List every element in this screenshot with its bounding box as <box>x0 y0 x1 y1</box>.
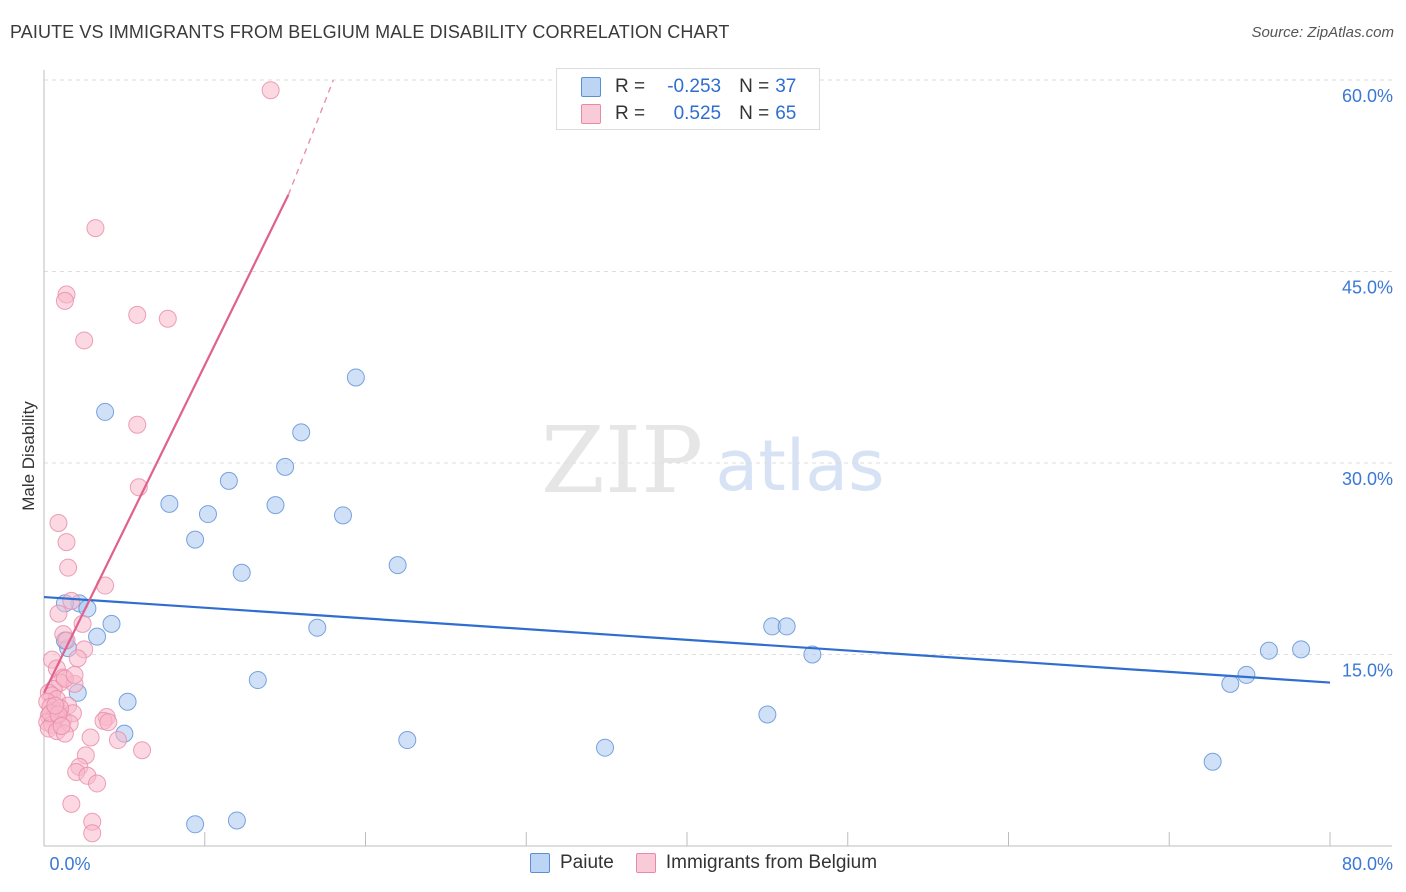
paiute-point <box>346 368 365 387</box>
belgium-point <box>158 309 177 328</box>
source-credit: Source: ZipAtlas.com <box>1251 24 1394 41</box>
paiute-point <box>198 505 217 524</box>
legend-label-paiute: Paiute <box>560 852 614 873</box>
paiute-point <box>88 627 107 646</box>
paiute-point <box>276 457 295 476</box>
paiute-point <box>1203 752 1222 771</box>
paiute-point <box>186 815 205 834</box>
belgium-point <box>261 81 280 100</box>
y-tick-label: 15.0% <box>1342 661 1393 681</box>
r-value-paiute: -0.253 <box>667 76 722 97</box>
n-label: N = <box>739 103 770 124</box>
x-tick-label: 0.0% <box>49 854 90 874</box>
belgium-point <box>57 533 76 552</box>
paiute-point <box>266 496 285 515</box>
paiute-point <box>102 614 121 633</box>
belgium-point <box>99 713 118 732</box>
paiute-point <box>96 402 115 421</box>
legend-item-belgium: Immigrants from Belgium <box>635 852 878 874</box>
paiute-point <box>596 738 615 757</box>
belgium-point <box>86 219 105 238</box>
correlation-legend: R = -0.253 N = 37 R = 0.525 N = 65 <box>556 68 820 130</box>
legend-row-belgium: R = 0.525 N = 65 <box>581 102 796 126</box>
paiute-point <box>1237 665 1256 684</box>
belgium-point <box>46 696 65 715</box>
series-legend: Paiute Immigrants from Belgium <box>530 852 899 874</box>
paiute-point <box>219 471 238 490</box>
belgium-point <box>83 824 102 843</box>
x-tick-label: 80.0% <box>1342 854 1393 874</box>
belgium-point <box>75 331 94 350</box>
belgium-trend-extension <box>287 79 335 196</box>
paiute-point <box>248 671 267 690</box>
paiute-point <box>292 423 311 442</box>
y-tick-label: 45.0% <box>1342 278 1393 298</box>
n-value-paiute: 37 <box>775 76 797 97</box>
r-value-belgium: 0.525 <box>673 103 722 124</box>
watermark-zip: ZIP <box>541 407 703 514</box>
trend-lines <box>43 79 1331 694</box>
paiute-point <box>1221 674 1240 693</box>
belgium-point <box>49 604 68 623</box>
belgium-swatch <box>635 853 656 873</box>
n-value-belgium: 65 <box>775 103 797 124</box>
paiute-point <box>1292 640 1311 659</box>
belgium-point <box>55 291 74 310</box>
belgium-trend-line <box>43 194 290 694</box>
belgium-point <box>62 591 81 610</box>
belgium-point <box>128 305 147 324</box>
belgium-point <box>68 649 87 668</box>
paiute-swatch <box>530 853 550 873</box>
watermark: ZIP atlas <box>541 407 885 514</box>
paiute-point <box>160 494 179 513</box>
axis-ticks: 15.0% 30.0% 45.0% 60.0% 0.0% 80.0% <box>49 86 1393 874</box>
belgium-point <box>133 741 152 760</box>
y-axis-label: Male Disability <box>19 401 38 511</box>
y-tick-label: 30.0% <box>1342 469 1393 489</box>
belgium-swatch <box>581 104 601 124</box>
belgium-point <box>65 665 84 684</box>
paiute-point <box>758 705 777 724</box>
legend-row-paiute: R = -0.253 N = 37 <box>581 75 796 99</box>
paiute-point <box>803 645 822 664</box>
belgium-point <box>62 794 81 813</box>
belgium-point <box>49 514 68 533</box>
n-label: N = <box>739 76 770 97</box>
belgium-point <box>52 716 71 735</box>
data-points <box>38 81 1311 843</box>
paiute-swatch <box>581 77 601 97</box>
r-label: R = <box>615 103 646 124</box>
legend-label-belgium: Immigrants from Belgium <box>665 852 878 873</box>
watermark-atlas: atlas <box>715 425 884 507</box>
paiute-point <box>398 731 417 750</box>
paiute-point <box>232 563 251 582</box>
belgium-point <box>108 731 127 750</box>
paiute-point <box>333 506 352 525</box>
belgium-point <box>81 728 100 747</box>
paiute-point <box>118 692 137 711</box>
paiute-point <box>186 530 205 549</box>
paiute-trend-line <box>43 595 1331 684</box>
belgium-point <box>59 558 78 577</box>
y-tick-label: 60.0% <box>1342 86 1393 106</box>
gridlines <box>44 79 1392 655</box>
chart-title: PAIUTE VS IMMIGRANTS FROM BELGIUM MALE D… <box>10 22 730 42</box>
r-label: R = <box>615 76 646 97</box>
legend-item-paiute: Paiute <box>530 852 614 874</box>
paiute-point <box>388 556 407 575</box>
paiute-point <box>1259 641 1278 660</box>
paiute-point <box>227 811 246 830</box>
paiute-point <box>308 618 327 637</box>
belgium-point <box>88 774 107 793</box>
belgium-point <box>128 415 147 434</box>
paiute-point <box>777 617 796 636</box>
